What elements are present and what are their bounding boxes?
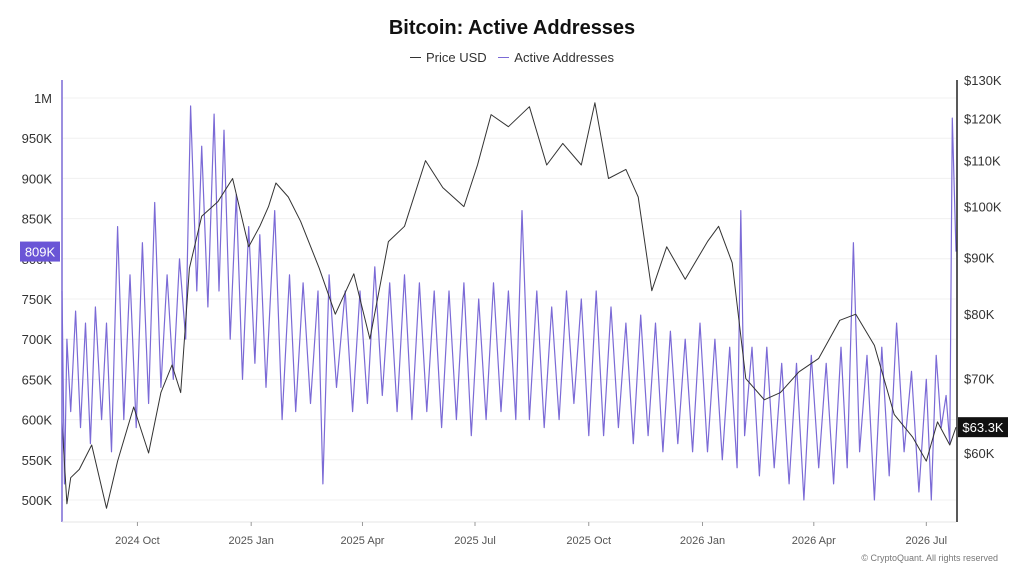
left-tick-label: 850K: [22, 212, 53, 227]
value-badges: 809K $63.3K: [20, 241, 1008, 438]
x-axis-ticks: 2024 Oct 2025 Jan 2025 Apr 2025 Jul 2025 Oct…: [115, 522, 947, 547]
right-tick-label: $100K: [964, 200, 1002, 215]
right-tick-label: $110K: [964, 154, 1001, 169]
legend-swatch-price: [409, 57, 421, 59]
copyright-note: © CryptoQuant. All rights reserved: [861, 553, 998, 563]
left-tick-label: 950K: [22, 131, 53, 146]
x-tick-label: 2024 Oct: [115, 535, 160, 547]
legend-item-price[interactable]: Price USD: [409, 50, 487, 65]
price-series: [61, 102, 957, 509]
left-tick-label: 650K: [22, 372, 53, 387]
legend-swatch-active-addresses: [498, 57, 510, 59]
right-axis-ticks: $130K $120K $110K $100K $90K $80K $70K $60K: [964, 73, 1002, 461]
left-tick-label: 900K: [22, 171, 53, 186]
axes: [61, 80, 958, 523]
x-tick-label: 2026 Jan: [680, 535, 725, 547]
legend-label-price: Price USD: [425, 50, 487, 65]
left-tick-label: 500K: [22, 493, 53, 508]
right-tick-label: $90K: [964, 250, 995, 265]
left-tick-label: 550K: [22, 453, 53, 468]
left-axis-ticks: 1M950K900K850K800K750K700K650K600K550K50…: [22, 91, 53, 508]
x-tick-label: 2026 Jul: [906, 535, 948, 547]
x-tick-label: 2025 Oct: [566, 535, 611, 547]
left-tick-label: 700K: [22, 332, 53, 347]
left-tick-label: 750K: [22, 292, 53, 307]
left-value-badge: [20, 241, 60, 262]
price-usd-line: [61, 102, 957, 509]
right-tick-label: $120K: [964, 112, 1002, 127]
left-tick-label: 600K: [22, 413, 53, 428]
active-addresses-series: [61, 105, 957, 501]
chart-title: Bitcoin: Active Addresses: [388, 17, 636, 39]
x-tick-label: 2026 Apr: [792, 535, 836, 547]
x-tick-label: 2025 Jul: [454, 535, 496, 547]
right-tick-label: $130K: [964, 73, 1002, 88]
legend-item-active-addresses[interactable]: Active Addresses: [498, 50, 614, 65]
legend: Price USD Active Addresses: [0, 50, 1024, 65]
right-value-badge-label: $63.3K: [962, 420, 1004, 435]
x-tick-label: 2025 Jan: [229, 535, 274, 547]
right-tick-label: $70K: [964, 372, 995, 387]
right-tick-label: $80K: [964, 307, 995, 322]
x-tick-label: 2025 Apr: [340, 535, 384, 547]
active-addresses-line: [61, 105, 957, 501]
legend-label-active-addresses: Active Addresses: [514, 50, 615, 65]
left-value-badge-label: 809K: [25, 245, 56, 260]
right-value-badge: [958, 417, 1008, 438]
right-tick-label: $60K: [964, 446, 995, 461]
left-tick-label: 1M: [34, 91, 52, 106]
